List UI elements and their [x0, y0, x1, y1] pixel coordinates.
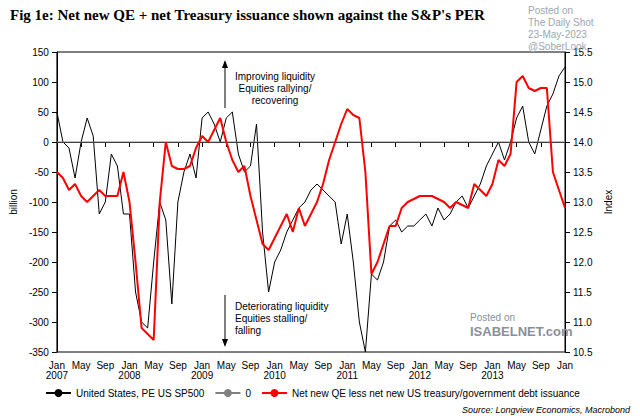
svg-text:2011: 2011: [336, 370, 358, 381]
svg-text:May: May: [289, 360, 308, 371]
svg-text:Jan: Jan: [484, 359, 501, 371]
svg-text:2010: 2010: [264, 370, 287, 381]
svg-text:Equities rallying/: Equities rallying/: [239, 83, 312, 94]
svg-text:2009: 2009: [191, 370, 214, 381]
svg-text:Posted on: Posted on: [470, 312, 515, 323]
svg-text:13.5: 13.5: [573, 167, 593, 178]
svg-text:Index: Index: [603, 190, 614, 214]
svg-text:Jan: Jan: [194, 359, 211, 371]
svg-text:150: 150: [32, 47, 49, 58]
svg-text:@SoberLook: @SoberLook: [528, 41, 588, 52]
svg-text:Jan: Jan: [339, 359, 356, 371]
svg-text:The Daily Shot: The Daily Shot: [528, 17, 594, 28]
svg-text:Improving liquidity: Improving liquidity: [235, 71, 315, 82]
svg-text:Equities stalling/: Equities stalling/: [235, 313, 307, 324]
svg-text:14.5: 14.5: [573, 107, 593, 118]
svg-text:23-May-2023: 23-May-2023: [528, 29, 587, 40]
svg-text:May: May: [217, 360, 236, 371]
svg-text:-350: -350: [29, 347, 49, 358]
svg-text:Sep: Sep: [242, 360, 260, 371]
svg-text:Sep: Sep: [314, 360, 332, 371]
svg-text:Sep: Sep: [387, 360, 405, 371]
svg-text:United States, PE US SP500: United States, PE US SP500: [76, 388, 205, 399]
svg-text:falling: falling: [235, 325, 261, 336]
svg-text:2007: 2007: [46, 370, 69, 381]
svg-text:15.5: 15.5: [573, 46, 593, 58]
svg-text:May: May: [72, 360, 91, 371]
svg-text:-100: -100: [29, 197, 49, 208]
svg-text:Sep: Sep: [96, 360, 114, 371]
svg-text:2012: 2012: [409, 370, 432, 381]
svg-text:11.0: 11.0: [573, 317, 592, 328]
svg-text:Deteriorating liquidity: Deteriorating liquidity: [235, 301, 328, 312]
svg-text:2013: 2013: [481, 370, 504, 381]
svg-text:12.0: 12.0: [573, 257, 593, 268]
svg-text:0: 0: [245, 388, 251, 399]
svg-text:ISABELNET.com: ISABELNET.com: [470, 324, 573, 339]
svg-text:Jan: Jan: [411, 359, 428, 371]
svg-text:Jan: Jan: [48, 359, 65, 371]
svg-text:May: May: [435, 360, 454, 371]
svg-text:Jan: Jan: [121, 359, 138, 371]
svg-text:11.5: 11.5: [573, 287, 592, 298]
svg-text:10.5: 10.5: [573, 347, 593, 358]
svg-text:-250: -250: [29, 287, 49, 298]
svg-text:May: May: [144, 360, 163, 371]
svg-text:-50: -50: [34, 167, 49, 178]
svg-text:billion: billion: [8, 189, 19, 215]
svg-text:recovering: recovering: [252, 95, 299, 106]
svg-text:100: 100: [32, 77, 49, 88]
svg-text:13.0: 13.0: [573, 197, 593, 208]
svg-text:-200: -200: [29, 257, 49, 268]
svg-text:-300: -300: [29, 317, 49, 328]
svg-text:Jan: Jan: [557, 360, 573, 371]
svg-text:Jan: Jan: [266, 359, 283, 371]
svg-text:Sep: Sep: [532, 360, 550, 371]
svg-text:Posted on: Posted on: [528, 5, 573, 16]
svg-text:2008: 2008: [118, 370, 141, 381]
svg-text:50: 50: [38, 107, 50, 118]
svg-text:May: May: [362, 360, 381, 371]
svg-text:-150: -150: [29, 227, 49, 238]
svg-text:Source: Longview Economics, Ma: Source: Longview Economics, Macrobond: [462, 405, 631, 415]
svg-text:Net new QE less net new US tre: Net new QE less net new US treasury/gove…: [292, 388, 580, 399]
svg-text:Sep: Sep: [169, 360, 187, 371]
svg-text:14.0: 14.0: [573, 137, 593, 148]
svg-text:15.0: 15.0: [573, 77, 593, 88]
svg-text:May: May: [507, 360, 526, 371]
svg-text:12.5: 12.5: [573, 227, 593, 238]
svg-text:0: 0: [43, 137, 49, 148]
svg-text:Sep: Sep: [459, 360, 477, 371]
svg-text:Fig 1e: Net new QE + net Treas: Fig 1e: Net new QE + net Treasury issuan…: [10, 7, 485, 23]
